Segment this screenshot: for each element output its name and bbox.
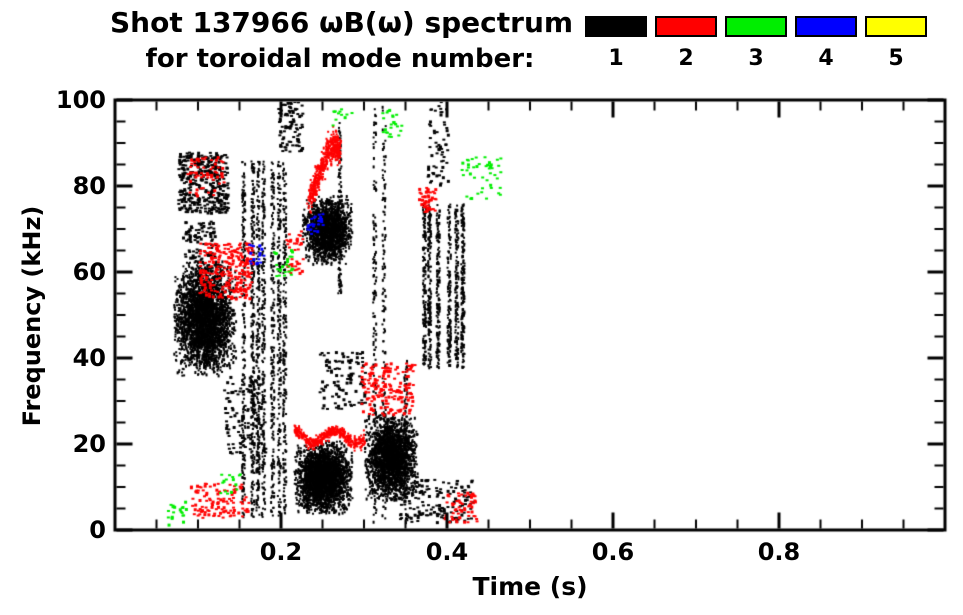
legend-swatch-mode-3	[725, 16, 787, 37]
plot-subtitle: for toroidal mode number:	[145, 44, 535, 74]
legend-swatch-mode-1	[585, 16, 647, 37]
x-tick-label-0-8: 0.8	[757, 538, 801, 566]
x-tick-label-0-4: 0.4	[425, 538, 469, 566]
x-tick-label-0-6: 0.6	[591, 538, 635, 566]
x-tick-label-0-2: 0.2	[259, 538, 303, 566]
legend-swatch-mode-5	[865, 16, 927, 37]
legend-label-mode-4: 4	[818, 46, 834, 71]
x-axis-label: Time (s)	[472, 572, 588, 601]
legend-label-mode-1: 1	[608, 46, 624, 71]
legend-label-mode-3: 3	[748, 46, 764, 71]
y-tick-label-100: 100	[55, 86, 106, 114]
legend-label-mode-2: 2	[678, 46, 694, 71]
y-tick-label-20: 20	[72, 430, 106, 458]
y-tick-label-60: 60	[72, 258, 106, 286]
legend-swatch-mode-4	[795, 16, 857, 37]
y-tick-label-80: 80	[72, 172, 106, 200]
y-tick-label-40: 40	[72, 344, 106, 372]
legend-label-mode-5: 5	[888, 46, 904, 71]
legend-swatch-mode-2	[655, 16, 717, 37]
y-tick-label-0: 0	[89, 516, 106, 544]
y-axis-label: Frequency (kHz)	[18, 205, 46, 427]
plot-title: Shot 137966 ωB(ω) spectrum	[110, 6, 574, 39]
